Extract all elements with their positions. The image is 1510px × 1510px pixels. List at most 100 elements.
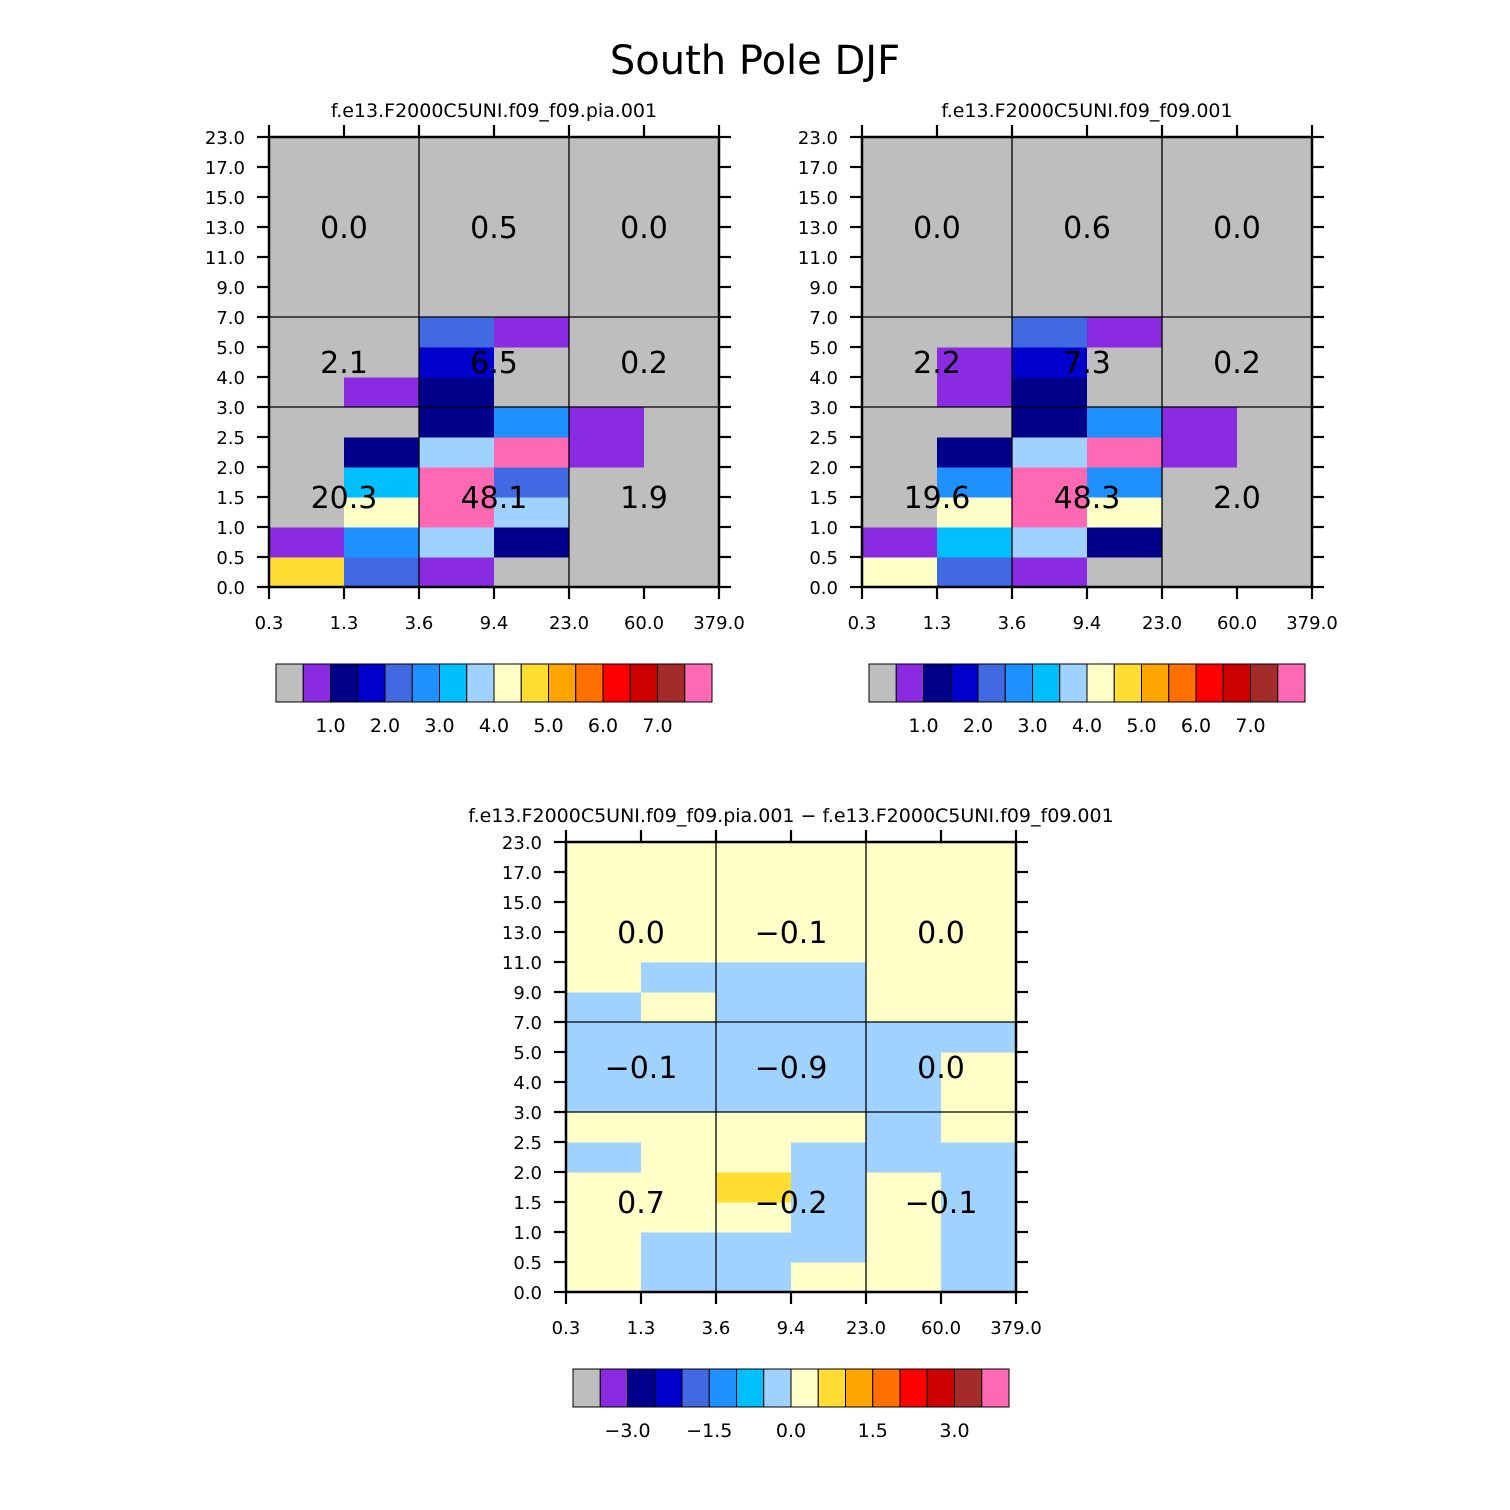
y-tick-label: 7.0: [216, 308, 245, 329]
y-tick-label: 0.5: [216, 548, 245, 569]
heatmap-cell: [862, 467, 938, 498]
heatmap-cell: [644, 257, 720, 288]
heatmap-cell: [941, 872, 1017, 903]
heatmap-cell: [566, 1052, 642, 1083]
colorbar-swatch: [1141, 663, 1170, 703]
heatmap-cell: [641, 902, 717, 933]
heatmap-cell: [1087, 467, 1163, 498]
y-tick-label: 7.0: [513, 1013, 542, 1034]
x-tick-label: 60.0: [921, 1318, 961, 1339]
colorbar-swatch: [1195, 663, 1224, 703]
heatmap-cell: [716, 1232, 792, 1263]
heatmap-cell: [1237, 287, 1313, 318]
y-tick-label: 13.0: [502, 923, 542, 944]
region-total-label: 7.3: [1063, 346, 1111, 381]
y-tick-label: 4.0: [809, 368, 838, 389]
colorbar-swatch: [599, 1368, 628, 1408]
heatmap-cell: [569, 197, 645, 228]
x-tick-label: 0.3: [255, 613, 284, 634]
heatmap-cell: [641, 1052, 717, 1083]
heatmap-cell: [791, 1172, 867, 1203]
colorbar-difference: −3.0 −1.5 0.0 1.5 3.0: [572, 1368, 1010, 1442]
heatmap-cell: [716, 1112, 792, 1143]
heatmap-cell: [1162, 407, 1238, 438]
heatmap-cell: [1162, 287, 1238, 318]
heatmap-cell: [641, 1142, 717, 1173]
region-total-label: 0.2: [1213, 346, 1261, 381]
heatmap-cell: [1237, 377, 1313, 408]
colorbar-label: 3.0: [424, 715, 454, 737]
heatmap-cell: [716, 1082, 792, 1113]
y-tick-label: 1.5: [513, 1193, 542, 1214]
y-tick-label: 2.5: [513, 1133, 542, 1154]
heatmap-cell: [716, 1022, 792, 1053]
y-tick-label: 2.5: [216, 428, 245, 449]
heatmap-cell: [494, 407, 570, 438]
y-tick-label: 2.0: [216, 458, 245, 479]
heatmap-cell: [344, 137, 420, 168]
x-tick-label: 23.0: [1142, 613, 1182, 634]
heatmap-cell: [644, 497, 720, 528]
y-tick-label: 17.0: [798, 158, 838, 179]
colorbar-swatch: [1004, 663, 1033, 703]
heatmap-cell: [1237, 467, 1313, 498]
colorbar-label: 1.5: [858, 1420, 888, 1442]
colorbar-swatch: [790, 1368, 819, 1408]
y-tick-label: 11.0: [205, 248, 245, 269]
heatmap-cell: [269, 227, 345, 258]
x-tick-label: 0.3: [552, 1318, 581, 1339]
x-tick-label: 3.6: [405, 613, 434, 634]
heatmap-cell: [1012, 227, 1088, 258]
heatmap-cell: [866, 902, 942, 933]
heatmap-cell: [644, 407, 720, 438]
heatmap-cell: [494, 257, 570, 288]
heatmap-cell: [1237, 557, 1313, 588]
colorbar-label: 3.0: [1017, 715, 1047, 737]
heatmap-cell: [1237, 197, 1313, 228]
heatmap-cell: [941, 1052, 1017, 1083]
region-total-label: 48.1: [461, 481, 528, 516]
heatmap-cell: [344, 347, 420, 378]
heatmap-cell: [1012, 287, 1088, 318]
colorbar-swatch: [899, 1368, 928, 1408]
region-total-label: 6.5: [470, 346, 518, 381]
heatmap-cell: [641, 842, 717, 873]
heatmap-cell: [1162, 557, 1238, 588]
heatmap-cell: [1012, 377, 1088, 408]
heatmap-control: 0.0 0.5 1.0 1.5 2.0 2.5 3.0 4.0 5.0 7.0 9.0 11.0 13.…: [798, 125, 1338, 634]
heatmap-cell: [419, 497, 495, 528]
y-tick-label: 13.0: [205, 218, 245, 239]
heatmap-cell: [1012, 557, 1088, 588]
region-total-label: 0.5: [470, 211, 518, 246]
colorbar-swatch: [845, 1368, 874, 1408]
colorbar-swatch: [302, 663, 331, 703]
heatmap-cell: [941, 992, 1017, 1023]
heatmap-cell: [269, 197, 345, 228]
heatmap-cell: [716, 1202, 792, 1233]
colorbar-label: 5.0: [1126, 715, 1156, 737]
heatmap-cell: [862, 527, 938, 558]
heatmap-cell: [1012, 497, 1088, 528]
colorbar-swatch: [868, 663, 897, 703]
heatmap-cell: [862, 197, 938, 228]
heatmap-cell: [862, 137, 938, 168]
heatmap-cell: [1087, 317, 1163, 348]
colorbar-swatch: [439, 663, 468, 703]
colorbar-swatch: [708, 1368, 737, 1408]
heatmap-cell: [269, 347, 345, 378]
colorbar-swatch: [627, 1368, 656, 1408]
colorbar-label: 0.0: [776, 1420, 806, 1442]
heatmap-cell: [937, 467, 1013, 498]
heatmap-cell: [419, 197, 495, 228]
heatmap-cell: [1162, 347, 1238, 378]
region-total-label: 0.0: [617, 916, 665, 951]
colorbar-label: 4.0: [479, 715, 509, 737]
heatmap-cell: [494, 317, 570, 348]
heatmap-cell: [937, 137, 1013, 168]
colorbar-label: −1.5: [686, 1420, 732, 1442]
region-total-label: 0.0: [620, 211, 668, 246]
y-tick-label: 9.0: [809, 278, 838, 299]
heatmap-cell: [419, 527, 495, 558]
heatmap-cell: [866, 1112, 942, 1143]
region-total-label: 0.2: [620, 346, 668, 381]
